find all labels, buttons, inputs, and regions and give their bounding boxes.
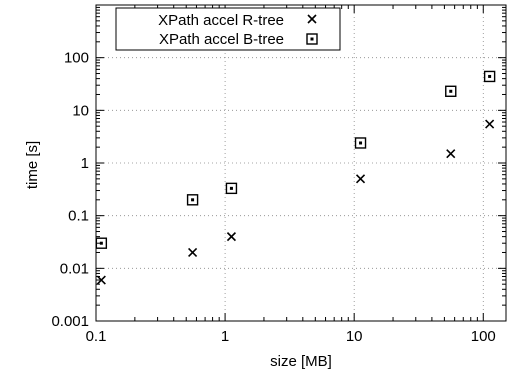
r-tree-point: [355, 174, 366, 184]
grid-lines: [95, 5, 506, 321]
x-tick-label: 0.1: [86, 328, 107, 345]
x-axis-label: size [MB]: [270, 353, 332, 370]
legend-marker-cross: [307, 14, 317, 24]
b-tree-point: [95, 237, 108, 249]
b-tree-point: [225, 182, 238, 195]
y-tick-label: 1: [81, 155, 89, 172]
legend-label-r-tree: XPath accel R-tree: [158, 12, 284, 29]
x-tick-label: 10: [346, 328, 363, 345]
x-axis-ticks: 0.1 1 10 100: [86, 5, 496, 345]
y-axis-label: time [s]: [24, 141, 41, 189]
x-tick-label: 1: [221, 328, 229, 345]
r-tree-point: [485, 119, 495, 129]
y-tick-label: 0.1: [68, 208, 89, 225]
r-tree-point: [446, 149, 456, 159]
legend-label-b-tree: XPath accel B-tree: [159, 31, 284, 48]
y-tick-label: 100: [64, 50, 89, 67]
y-tick-label: 0.001: [51, 313, 89, 330]
y-axis-ticks: 0.001 0.01 0.1 1 10 100: [51, 4, 506, 330]
legend-box: [115, 7, 341, 51]
r-tree-point: [96, 275, 106, 285]
b-tree-point: [354, 137, 367, 149]
y-tick-label: 0.01: [60, 260, 89, 277]
r-tree-point: [226, 232, 237, 242]
x-tick-label: 100: [471, 328, 496, 345]
legend-marker-square: [306, 33, 318, 45]
r-tree-point: [188, 247, 198, 258]
y-tick-label: 10: [72, 102, 89, 119]
b-tree-point: [186, 194, 199, 206]
data-points: [95, 70, 496, 285]
b-tree-point: [445, 85, 457, 97]
legend: XPath accel R-tree XPath accel B-tree: [115, 7, 341, 51]
b-tree-point: [483, 70, 496, 83]
